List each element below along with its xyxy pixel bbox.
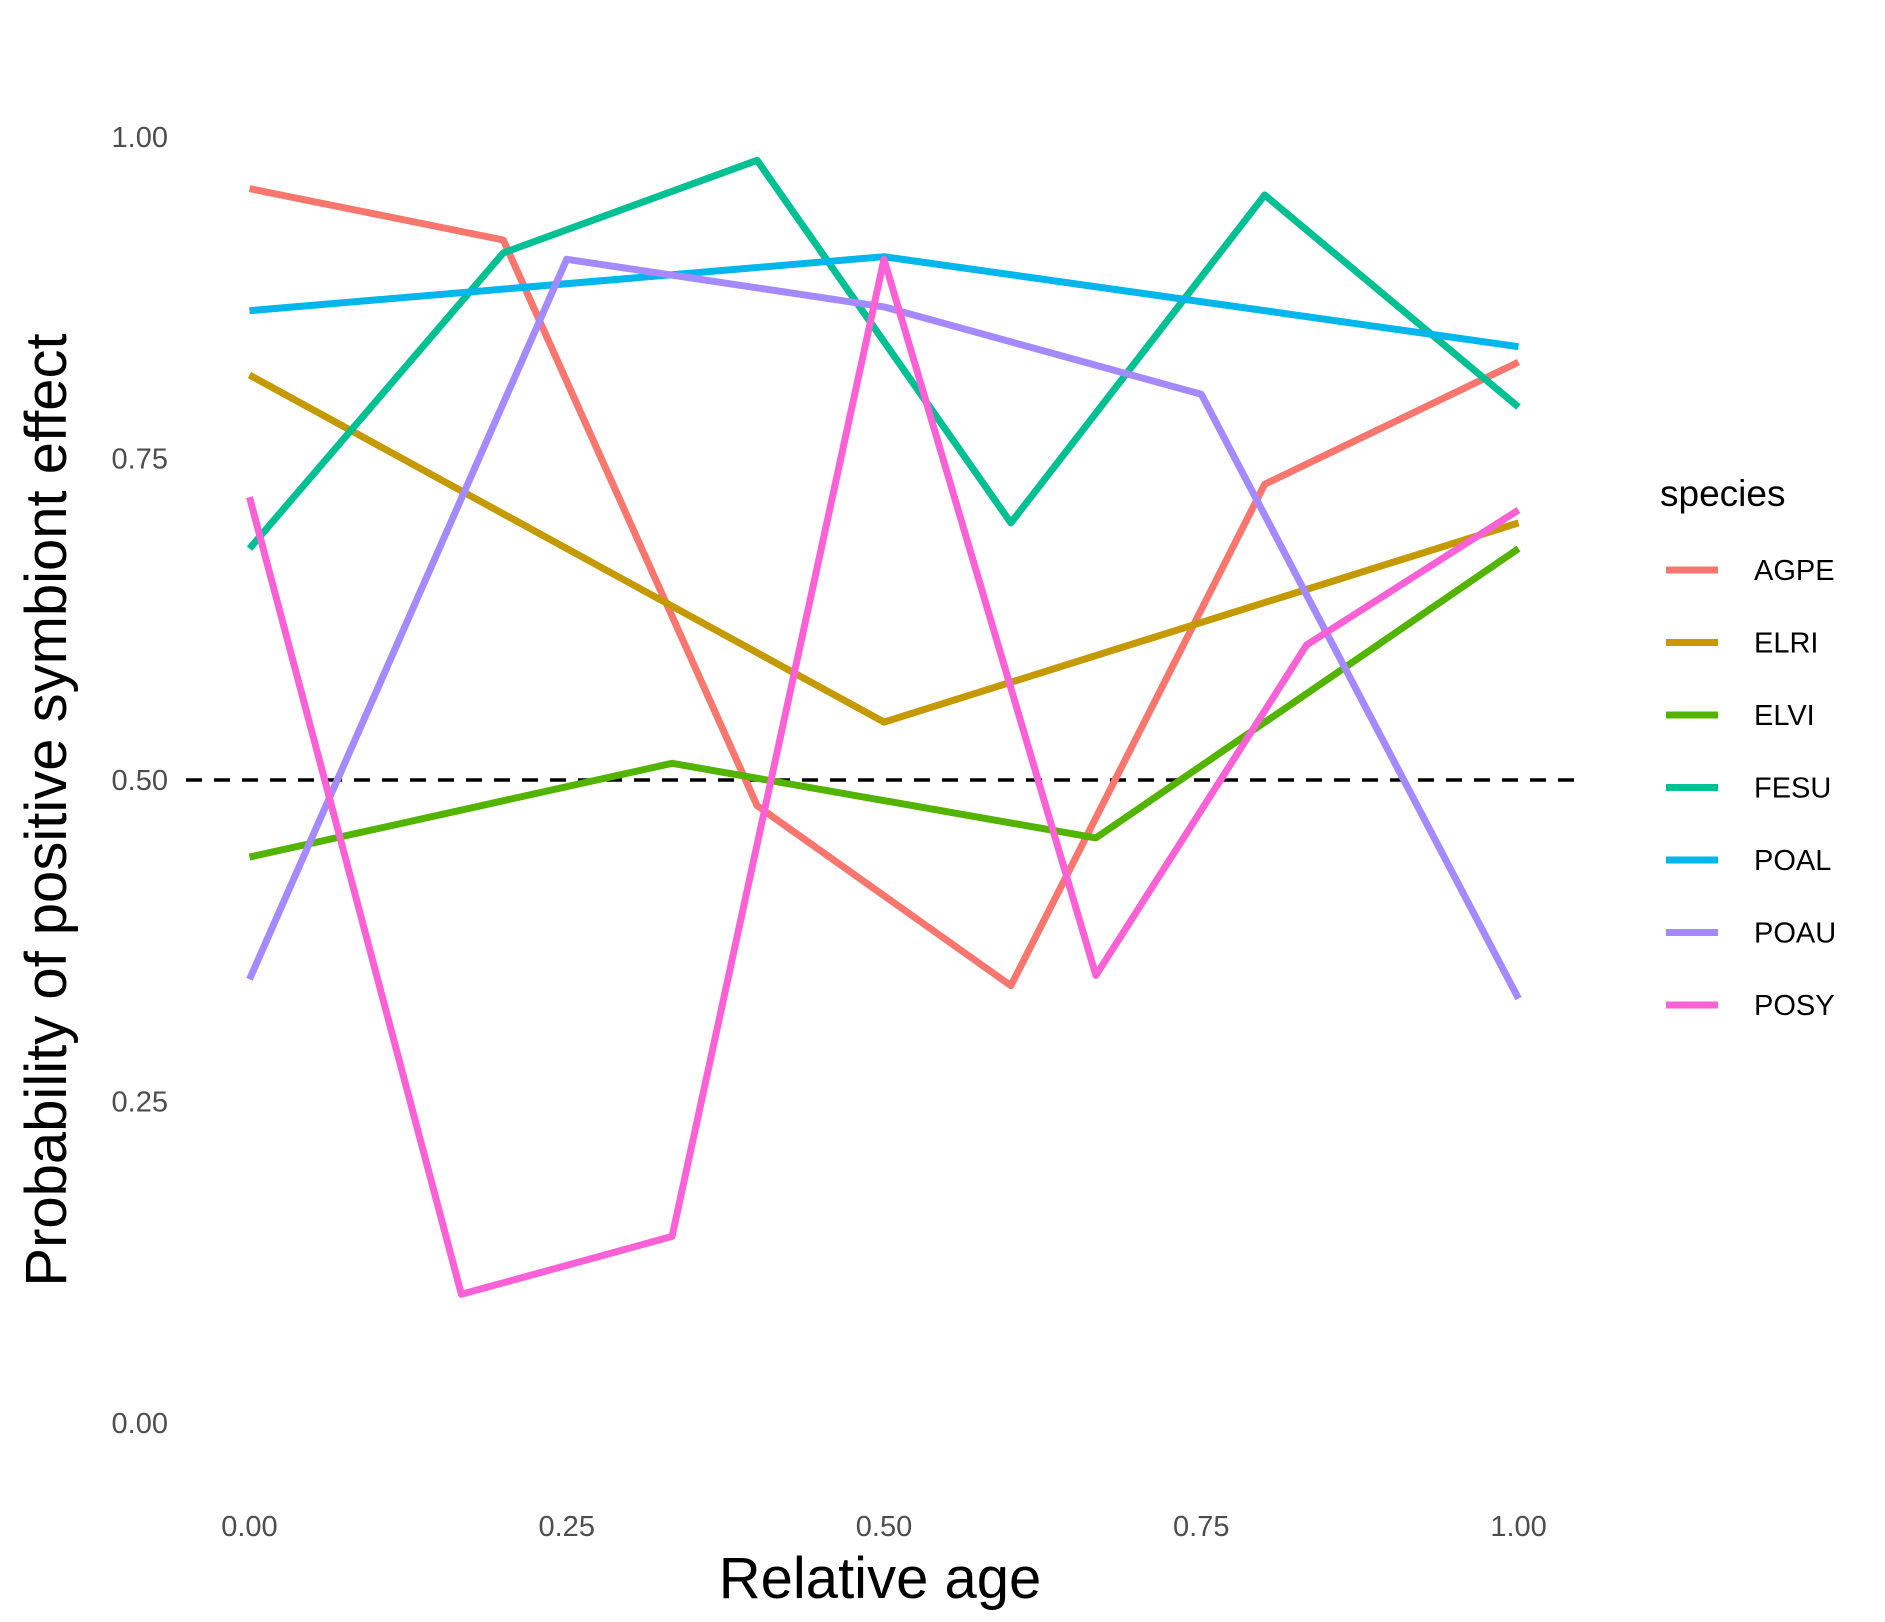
x-axis-ticks: 0.00 0.25 0.50 0.75 1.00 xyxy=(221,1511,1547,1543)
legend-label-agpe: AGPE xyxy=(1754,555,1835,587)
series-line-poau xyxy=(246,255,1522,1001)
series-line-agpe xyxy=(248,185,1521,990)
y-axis-ticks: 0.00 0.25 0.50 0.75 1.00 xyxy=(112,122,168,1440)
y-tick-label: 0.50 xyxy=(112,765,168,797)
x-tick-label: 1.00 xyxy=(1490,1511,1546,1543)
legend-label-elvi: ELVI xyxy=(1754,700,1815,732)
x-axis-title: Relative age xyxy=(719,1546,1041,1611)
series-line-posy xyxy=(246,255,1521,1298)
legend-label-fesu: FESU xyxy=(1754,773,1831,805)
legend-label-elri: ELRI xyxy=(1754,628,1818,660)
x-tick-label: 0.00 xyxy=(221,1511,277,1543)
x-tick-label: 0.25 xyxy=(539,1511,595,1543)
x-tick-label: 0.50 xyxy=(856,1511,912,1543)
y-tick-label: 1.00 xyxy=(112,122,168,154)
x-tick-label: 0.75 xyxy=(1173,1511,1229,1543)
series-line-elvi xyxy=(248,545,1521,861)
y-tick-label: 0.25 xyxy=(112,1086,168,1118)
legend: species AGPE ELRI ELVI FESU POAL POAU POSY xyxy=(1660,473,1836,1022)
series-line-fesu xyxy=(246,156,1521,551)
legend-label-posy: POSY xyxy=(1754,990,1835,1022)
y-tick-label: 0.00 xyxy=(112,1408,168,1440)
series-lines xyxy=(246,156,1522,1298)
y-tick-label: 0.75 xyxy=(112,444,168,476)
legend-label-poal: POAL xyxy=(1754,845,1831,877)
legend-label-poau: POAU xyxy=(1754,918,1836,950)
y-axis-title: Probability of positive symbiont effect xyxy=(14,333,79,1286)
legend-title: species xyxy=(1660,473,1785,514)
